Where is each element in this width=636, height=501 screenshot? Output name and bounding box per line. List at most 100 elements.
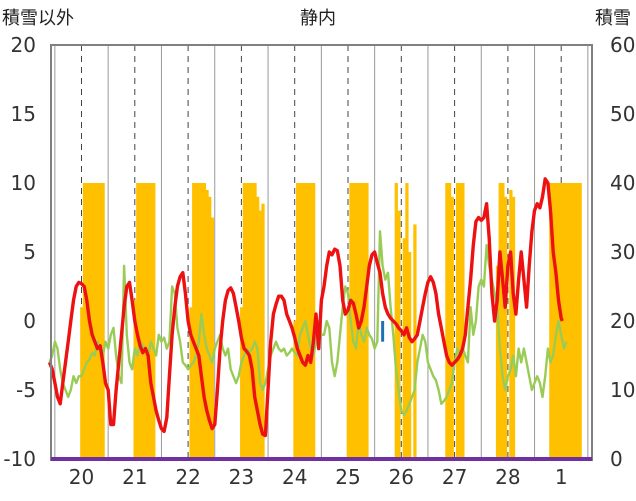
snow-bar — [133, 300, 137, 459]
left-tick-label: 15 — [11, 102, 36, 126]
snow-bar — [511, 196, 516, 460]
snow-bar — [549, 183, 553, 459]
snow-bar — [293, 321, 297, 459]
snow-bar — [197, 183, 201, 459]
left-tick-label: -10 — [3, 447, 36, 471]
snow-bar — [248, 183, 252, 459]
left-tick-label: 20 — [11, 33, 36, 57]
snow-bar — [498, 183, 502, 459]
temperature-line — [47, 177, 564, 438]
snow-bar — [192, 183, 196, 459]
snow-bar — [365, 183, 369, 459]
snow-bar — [362, 183, 366, 459]
snow-bar — [407, 252, 412, 459]
snow-bar — [455, 183, 460, 459]
snow-bar — [575, 183, 580, 459]
snow-bar — [578, 183, 582, 459]
snow-bar — [309, 183, 313, 459]
snow-bar — [402, 238, 406, 459]
snow-bar — [85, 183, 89, 459]
snow-bar — [194, 183, 199, 459]
snow-bar — [245, 183, 249, 459]
right-axis-title: 積雪 — [595, 8, 631, 29]
snow-bar — [141, 183, 145, 459]
right-tick-label: 30 — [610, 240, 635, 264]
snow-bar — [138, 183, 143, 459]
snow-bar — [351, 183, 356, 459]
snow-bar — [146, 183, 151, 459]
snow-bar — [149, 183, 153, 459]
left-tick-label: -5 — [16, 378, 36, 402]
left-tick-label: 10 — [11, 171, 36, 195]
snow-bar — [296, 183, 300, 459]
snow-bar — [551, 183, 556, 459]
x-tick-label: 21 — [122, 465, 147, 489]
snow-bar — [501, 183, 505, 459]
snow-bar — [261, 203, 265, 459]
right-tick-label: 0 — [610, 447, 623, 471]
left-tick-label: 5 — [23, 240, 36, 264]
x-tick-label: 25 — [335, 465, 360, 489]
snow-bar — [144, 183, 148, 459]
x-tick-label: 23 — [229, 465, 254, 489]
snow-bar — [306, 183, 310, 459]
right-tick-label: 40 — [610, 171, 635, 195]
snow-bar — [562, 183, 566, 459]
snow-bar — [93, 183, 97, 459]
snow-bar — [152, 183, 156, 459]
snow-bar — [98, 183, 103, 459]
gridlines — [54, 45, 589, 459]
x-tick-label: 22 — [175, 465, 200, 489]
snow-bar — [210, 217, 215, 459]
right-tick-label: 20 — [610, 309, 635, 333]
snow-bar — [242, 183, 246, 459]
snow-bar — [394, 183, 398, 459]
snow-bar — [450, 196, 454, 460]
snow-bar — [346, 307, 350, 459]
snow-bar — [573, 183, 577, 459]
snow-bar — [82, 183, 87, 459]
x-tick-label: 27 — [442, 465, 467, 489]
snow-bar — [570, 183, 574, 459]
snow-bar — [250, 183, 254, 459]
snow-bar — [413, 224, 417, 459]
snow-depth-bars — [80, 183, 582, 460]
snow-bar — [509, 189, 513, 459]
x-tick-label: 1 — [555, 465, 568, 489]
snow-bar — [301, 183, 305, 459]
snow-bar — [554, 183, 558, 459]
snow-bar — [205, 189, 209, 459]
snow-bar — [96, 183, 100, 459]
left-axis-title: 積雪以外 — [2, 8, 74, 29]
snow-bar — [202, 183, 207, 459]
snow-bar — [397, 210, 401, 459]
snow-bar — [136, 183, 140, 459]
snow-bar — [567, 183, 572, 459]
snow-bar — [461, 183, 465, 459]
snow-bar — [240, 307, 244, 459]
dewpoint-line — [48, 230, 568, 416]
snow-bar — [445, 183, 449, 459]
snow-bar — [405, 183, 409, 459]
x-tick-label: 24 — [282, 465, 307, 489]
snow-bar — [90, 183, 95, 459]
x-axis-ticks: 20 21 22 23 24 25 26 27 28 1 — [69, 465, 568, 489]
precip-bars — [381, 321, 385, 342]
x-tick-label: 28 — [495, 465, 520, 489]
snow-bar — [189, 307, 193, 459]
snow-bar — [495, 265, 500, 459]
right-tick-label: 10 — [610, 378, 635, 402]
snow-bar — [447, 183, 452, 459]
right-axis-ticks: 60 50 40 30 20 10 0 — [610, 33, 635, 471]
snow-bar — [258, 210, 262, 459]
snow-bar — [80, 307, 84, 459]
snow-bar — [503, 196, 508, 460]
x-tick-label: 20 — [69, 465, 94, 489]
snow-bar — [256, 196, 260, 460]
right-tick-label: 60 — [610, 33, 635, 57]
snow-bar — [458, 183, 462, 459]
line-series — [47, 177, 568, 438]
snow-bar — [565, 183, 569, 459]
snow-bar — [208, 196, 212, 460]
